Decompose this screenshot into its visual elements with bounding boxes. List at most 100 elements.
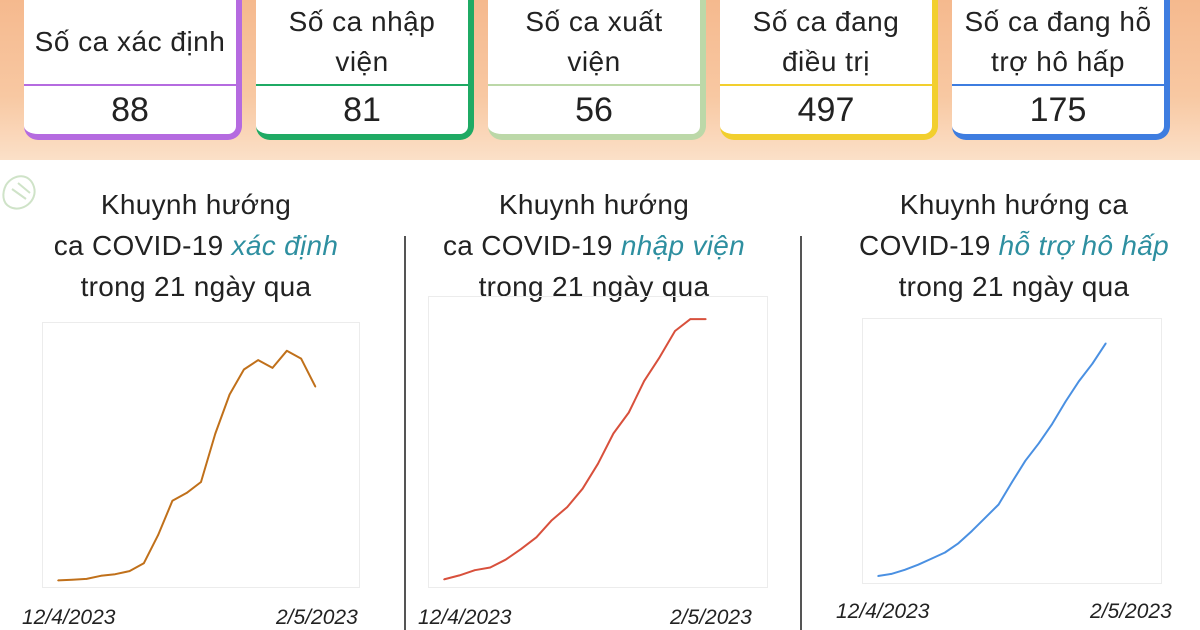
data-point (597, 462, 599, 465)
data-point (185, 492, 188, 494)
data-point (705, 318, 707, 320)
data-point (228, 393, 231, 396)
stat-divider (256, 84, 468, 86)
stat-card: Số ca nhập viện 81 (256, 0, 474, 140)
chart-title-line: Khuynh hướng (100, 189, 292, 220)
decorative-icon (2, 175, 36, 210)
chart-separator (404, 236, 406, 630)
stat-card: Số ca đang hỗ trợ hô hấp 175 (952, 0, 1170, 140)
x-end-label: 2/5/2023 (276, 606, 358, 629)
data-point (71, 578, 74, 581)
line-chart (862, 318, 1162, 584)
data-point (930, 557, 933, 560)
x-start-label: 12/4/2023 (22, 606, 116, 629)
data-point (143, 562, 145, 565)
chart-title-line: ca COVID-19 xác định (16, 225, 376, 266)
chart-title-prefix: COVID-19 (859, 230, 999, 261)
data-point (314, 385, 317, 388)
data-point (271, 367, 274, 369)
data-point (1091, 362, 1094, 365)
data-point (904, 569, 906, 571)
series-line (877, 342, 1107, 577)
line-chart (428, 296, 768, 588)
data-point (300, 357, 302, 360)
plot-frame (42, 322, 360, 588)
chart-title-highlight: nhập viện (620, 230, 746, 261)
data-point (286, 350, 288, 352)
data-point (566, 506, 568, 508)
plot-frame (862, 318, 1162, 584)
data-point (458, 574, 461, 577)
stat-value: 497 (797, 91, 855, 129)
chart-separator (800, 236, 802, 630)
data-point (171, 500, 174, 502)
stat-value: 81 (343, 91, 381, 129)
data-point (643, 380, 645, 382)
data-point (214, 432, 217, 435)
stat-divider (952, 84, 1164, 86)
data-point (489, 566, 491, 569)
data-point (581, 487, 584, 490)
data-point (535, 536, 538, 539)
data-point (114, 573, 116, 575)
data-point (890, 573, 893, 575)
data-point (128, 570, 131, 572)
data-point (85, 578, 88, 580)
chart-title-prefix: ca COVID-19 (442, 230, 621, 261)
plot-frame (428, 296, 768, 588)
data-point (971, 530, 973, 532)
chart-title-highlight: xác định (231, 230, 339, 261)
stat-divider (488, 84, 700, 86)
chart-title-line: Khuynh hướng ca (899, 189, 1129, 220)
data-point (504, 558, 507, 561)
data-point (443, 578, 445, 581)
stat-label: Số ca xác định (34, 26, 226, 57)
stat-label: Số ca đang hỗ trợ hô hấp (964, 6, 1152, 77)
chart-title-line: ca COVID-19 nhập viện (414, 225, 774, 266)
stat-divider (720, 84, 932, 86)
chart-title-line: trong 21 ngày qua (80, 271, 312, 302)
data-point (674, 330, 676, 332)
data-point (877, 575, 879, 577)
data-point (1024, 459, 1027, 462)
stat-value: 56 (575, 91, 613, 129)
data-point (689, 318, 692, 320)
data-point (1078, 380, 1080, 382)
stat-divider (24, 84, 236, 86)
chart-title-line: Khuynh hướng (498, 189, 690, 220)
stat-label: Số ca xuất viện (525, 6, 663, 77)
chart-title-line: trong 21 ngày qua (898, 271, 1130, 302)
data-point (57, 579, 59, 582)
data-point (243, 368, 245, 371)
x-end-label: 2/5/2023 (1090, 600, 1172, 623)
chart-title-prefix: ca COVID-19 (53, 230, 232, 261)
chart-title-highlight: hỗ trợ hô hấp (998, 230, 1169, 261)
chart-title: Khuynh hướng ca COVID-19 nhập viện trong 2… (414, 184, 774, 307)
stat-label: Số ca đang điều trị (752, 6, 900, 77)
data-point (1011, 481, 1013, 483)
series-line (57, 349, 317, 582)
data-point (628, 411, 630, 414)
data-point (100, 575, 102, 577)
data-point (551, 519, 553, 521)
stat-label: Số ca nhập viện (288, 6, 436, 77)
data-point (474, 569, 476, 571)
stat-card: Số ca xuất viện 56 (488, 0, 706, 140)
data-point (200, 481, 202, 483)
data-point (997, 503, 1000, 506)
stat-card: Số ca đang điều trị 497 (720, 0, 938, 140)
data-point (1064, 400, 1067, 403)
series-line (443, 318, 706, 581)
stat-value: 88 (111, 91, 149, 129)
stat-card: Số ca xác định 88 (24, 0, 242, 140)
data-point (1038, 442, 1040, 445)
data-point (658, 356, 661, 359)
data-point (1051, 423, 1053, 425)
stat-value: 175 (1029, 91, 1087, 129)
line-chart (42, 322, 360, 588)
data-point (157, 534, 159, 536)
chart-title: Khuynh hướng ca COVID-19 hỗ trợ hô hấp tro… (834, 184, 1194, 307)
x-start-label: 12/4/2023 (836, 600, 930, 623)
chart-title: Khuynh hướng ca COVID-19 xác định trong 21… (16, 184, 376, 307)
data-point (984, 517, 986, 519)
